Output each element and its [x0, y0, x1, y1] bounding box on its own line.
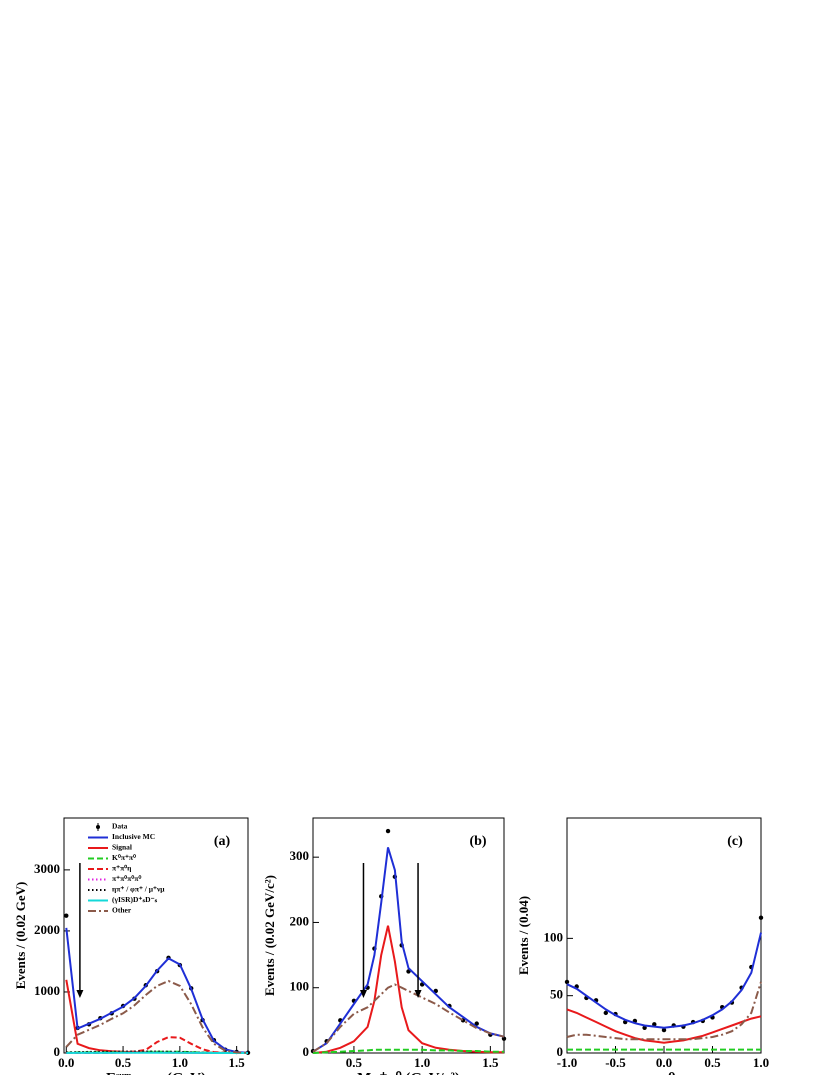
- legend-label: Inclusive MC: [112, 832, 155, 841]
- y-tick-label: 50: [550, 987, 563, 1002]
- x-tick-label: -1.0: [557, 1055, 578, 1070]
- cut-arrow-head: [414, 990, 422, 998]
- x-tick-label: 1.0: [414, 1055, 430, 1070]
- y-axis-label: Events / (0.02 GeV/c²): [262, 875, 277, 996]
- data-point: [385, 828, 391, 834]
- x-tick-label: -0.5: [605, 1055, 626, 1070]
- data-point: [661, 1027, 667, 1033]
- series-line: [566, 932, 762, 1029]
- y-tick-label: 3000: [34, 861, 60, 876]
- x-axis-label: Mπ⁺π⁰ (GeV/c²): [357, 1070, 460, 1075]
- legend-label: Other: [112, 906, 132, 915]
- legend-label: π⁺π⁰π⁰π⁰: [112, 874, 142, 883]
- series-line: [312, 925, 504, 1054]
- panel-label: (b): [469, 834, 486, 849]
- x-tick-label: 0.0: [58, 1055, 74, 1070]
- data-point: [501, 1036, 507, 1041]
- panel: -1.0 -0.5 0.0 0.5 1.0 0 50 100 cosθᵨ Events / (0.…: [516, 817, 769, 1075]
- legend-label: ηπ⁺ / φπ⁺ / μ⁺νμ: [112, 885, 165, 894]
- y-axis-label: Events / (0.02 GeV): [13, 882, 28, 990]
- x-tick-label: 1.5: [229, 1055, 246, 1070]
- series-line: [312, 983, 505, 1053]
- data-point: [758, 915, 764, 920]
- series-line: [312, 847, 505, 1053]
- data-point: [642, 1025, 647, 1030]
- y-tick-label: 0: [54, 1044, 61, 1059]
- frame: [312, 817, 505, 1054]
- y-tick-label: 1000: [34, 983, 60, 998]
- x-axis-label: Eˢᵘᵐₑₓₜᵣₐ γ (GeV): [106, 1070, 206, 1075]
- cut-arrow-head: [76, 990, 84, 998]
- cut-arrow-head: [359, 990, 367, 998]
- data-point: [603, 1010, 608, 1016]
- panel: 0.5 1.0 1.5 0 100 200 300 Mπ⁺π⁰ (GeV/c²) Events …: [262, 817, 507, 1075]
- y-tick-label: 200: [290, 913, 310, 928]
- series-line: [566, 1008, 762, 1044]
- legend-label: K⁰π⁺π⁰: [112, 853, 137, 862]
- y-axis-label: Events / (0.04): [516, 896, 531, 975]
- y-tick-label: 2000: [34, 922, 60, 937]
- y-tick-label: 100: [544, 929, 564, 944]
- x-tick-label: 1.5: [482, 1055, 499, 1070]
- data-point: [564, 979, 570, 985]
- y-tick-label: 0: [303, 1044, 310, 1059]
- series-line: [566, 981, 762, 1041]
- data-point: [64, 913, 69, 918]
- y-tick-label: 300: [290, 848, 310, 863]
- x-axis-label: cosθᵨ: [648, 1070, 681, 1075]
- x-tick-label: 0.5: [346, 1055, 363, 1070]
- panel-label: (a): [214, 834, 231, 849]
- y-tick-label: 100: [290, 979, 310, 994]
- x-tick-label: 1.0: [753, 1055, 769, 1070]
- x-tick-label: 0.5: [115, 1055, 132, 1070]
- y-tick-label: 0: [557, 1044, 564, 1059]
- legend-label: Data: [112, 822, 128, 831]
- data-point: [474, 1021, 479, 1026]
- series-line: [65, 927, 249, 1054]
- panel: 0.0 0.5 1.0 1.5 0 1000 2000 3000 Eˢᵘᵐₑₓₜᵣₐ γ (Ge…: [13, 817, 251, 1075]
- legend-label: (γISR)D⁺ₛD⁻ₛ: [112, 895, 158, 904]
- x-tick-label: 1.0: [172, 1055, 188, 1070]
- legend-label: Signal: [112, 843, 132, 852]
- series-line: [65, 979, 249, 1054]
- legend-label: π⁺π⁰η: [112, 864, 131, 873]
- frame: [63, 817, 249, 1054]
- panel-label: (c): [727, 834, 743, 849]
- series-line: [312, 1048, 504, 1054]
- frame: [566, 817, 762, 1054]
- x-tick-label: 0.0: [656, 1055, 672, 1070]
- data-point: [652, 1022, 657, 1027]
- x-tick-label: 0.5: [704, 1055, 721, 1070]
